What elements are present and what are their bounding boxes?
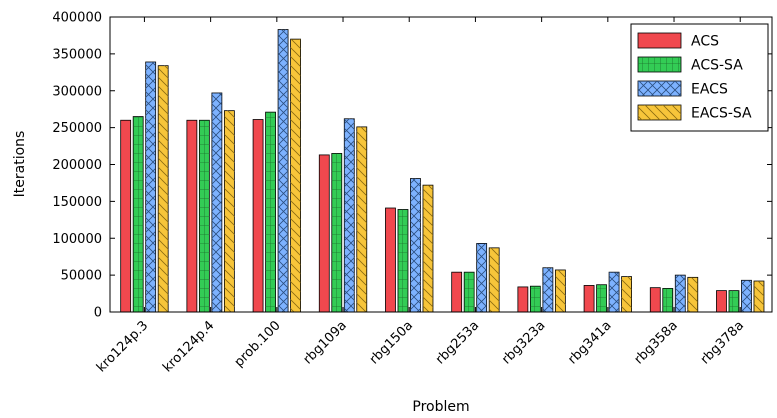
bar-eacs-rbg341a-pattern — [609, 272, 620, 312]
bar-acs-sa-rbg341a-pattern — [596, 284, 607, 312]
bar-eacs-kro124p-4-pattern — [211, 92, 222, 313]
bar-acs-rbg358a — [649, 287, 661, 313]
bar-acs-kro124p-4 — [186, 119, 198, 313]
bar-eacs-prob-100-pattern — [278, 29, 289, 312]
bar-acs-kro124p-3 — [120, 119, 132, 313]
bar-acs-sa-rbg323a-pattern — [530, 286, 541, 312]
y-tick-label-7: 350000 — [52, 47, 102, 62]
bar-eacs-rbg358a-pattern — [675, 275, 686, 312]
bar-eacs-rbg150a-pattern — [410, 178, 421, 312]
bar-eacs-sa-kro124p-4-pattern — [224, 110, 235, 312]
legend-label-eacs: EACS — [691, 82, 728, 98]
bar-acs-rbg253a — [451, 271, 463, 313]
y-tick-label-0: 0 — [94, 306, 102, 321]
bar-acs-rbg150a — [385, 207, 396, 313]
bar-eacs-sa-rbg341a-pattern — [621, 276, 632, 312]
legend-label-eacs-sa: EACS-SA — [691, 106, 752, 122]
y-tick-label-4: 200000 — [52, 158, 102, 173]
x-tick-label-kro124p-4: kro124p.4 — [160, 318, 217, 375]
y-tick-label-3: 150000 — [52, 195, 102, 210]
y-tick-label-8: 400000 — [52, 11, 102, 26]
bar-eacs-rbg253a-pattern — [476, 243, 487, 312]
bar-acs-sa-rbg358a-pattern — [662, 288, 673, 312]
bar-eacs-sa-rbg378a-pattern — [753, 281, 764, 312]
y-tick-label-5: 250000 — [52, 121, 102, 136]
x-tick-label-rbg358a: rbg358a — [632, 318, 681, 367]
bar-acs-sa-rbg150a-pattern — [397, 209, 408, 312]
legend-swatch-pattern-eacs — [638, 81, 681, 96]
y-tick-label-2: 100000 — [52, 232, 102, 247]
bar-acs-sa-rbg109a-pattern — [331, 153, 342, 312]
bar-eacs-sa-rbg150a-pattern — [422, 185, 433, 312]
bar-eacs-sa-rbg109a-pattern — [356, 126, 367, 312]
bar-acs-rbg323a — [517, 286, 529, 313]
y-axis: 0 50000 100000 150000 200000 250000 300000 3500… — [52, 11, 772, 321]
bar-acs-sa-kro124p-4-pattern — [199, 120, 210, 312]
bar-eacs-rbg378a-pattern — [741, 280, 752, 312]
x-tick-label-rbg150a: rbg150a — [367, 318, 416, 367]
x-tick-label-rbg378a: rbg378a — [698, 318, 747, 367]
x-axis-title: Problem — [412, 399, 469, 415]
bar-eacs-sa-rbg323a-pattern — [555, 269, 566, 312]
legend-swatch-pattern-eacs-sa — [638, 105, 681, 120]
bar-acs-sa-kro124p-3-pattern — [133, 116, 144, 312]
bar-acs-sa-prob-100-pattern — [265, 112, 276, 312]
bar-acs-sa-rbg253a-pattern — [464, 272, 475, 312]
bar-acs-rbg378a — [716, 290, 727, 313]
x-tick-label-rbg323a: rbg323a — [499, 318, 548, 367]
bars-group — [120, 29, 765, 313]
bar-eacs-rbg323a-pattern — [542, 267, 553, 312]
legend-label-acs: ACS — [691, 34, 719, 50]
bar-eacs-sa-rbg358a-pattern — [687, 277, 698, 312]
x-tick-label-rbg341a: rbg341a — [565, 318, 614, 367]
y-tick-label-1: 50000 — [61, 269, 102, 284]
bar-eacs-kro124p-3-pattern — [145, 61, 156, 312]
legend: ACS ACS-SA EACS EACS-SA — [630, 23, 769, 132]
x-tick-label-rbg109a: rbg109a — [301, 318, 350, 367]
bar-eacs-sa-prob-100-pattern — [290, 39, 301, 312]
y-tick-label-6: 300000 — [52, 84, 102, 99]
bar-eacs-sa-kro124p-3-pattern — [158, 65, 169, 312]
x-tick-label-prob-100: prob.100 — [232, 318, 284, 370]
legend-swatch-pattern-acs-sa — [638, 57, 681, 72]
legend-swatch-acs — [637, 32, 682, 49]
y-axis-title: Iterations — [12, 131, 28, 198]
x-tick-label-kro124p-3: kro124p.3 — [94, 318, 151, 375]
bar-acs-rbg109a — [318, 154, 330, 313]
bar-acs-sa-rbg378a-pattern — [728, 290, 739, 312]
bar-eacs-rbg109a-pattern — [344, 118, 355, 313]
bar-acs-prob-100 — [252, 119, 264, 313]
x-tick-label-rbg253a: rbg253a — [433, 318, 482, 367]
legend-label-acs-sa: ACS-SA — [691, 58, 743, 74]
bar-acs-rbg341a — [583, 285, 595, 313]
bar-eacs-sa-rbg253a-pattern — [489, 247, 500, 312]
